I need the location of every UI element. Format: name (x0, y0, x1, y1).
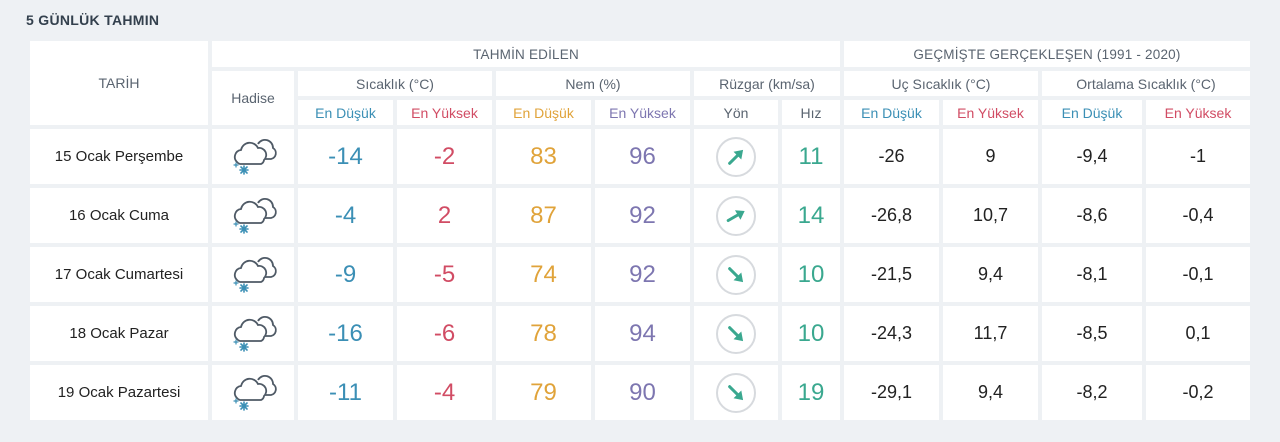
northeast-arrow-icon (728, 149, 744, 165)
row-date: 16 Ocak Cuma (30, 188, 208, 243)
snow-cloud-icon (233, 256, 277, 293)
wind-direction-cell (694, 188, 778, 243)
extreme-high-value: 10,7 (943, 188, 1038, 243)
subheader-wind-speed: Hız (782, 100, 840, 125)
extreme-high-value: 9,4 (943, 365, 1038, 420)
wind-direction-cell (694, 129, 778, 184)
header-avg-temp: Ortalama Sıcaklık (°C) (1042, 71, 1250, 96)
temp-low-value: -9 (298, 247, 393, 302)
header-event: Hadise (212, 71, 294, 125)
avg-high-value: 0,1 (1146, 306, 1250, 361)
extreme-high-value: 9 (943, 129, 1038, 184)
wind-direction-ring (716, 136, 756, 177)
subheader-avg-high: En Yüksek (1146, 100, 1250, 125)
page-title: 5 GÜNLÜK TAHMIN (26, 12, 160, 28)
extreme-low-value: -24,3 (844, 306, 939, 361)
avg-low-value: -8,2 (1042, 365, 1142, 420)
humidity-high-value: 94 (595, 306, 690, 361)
temp-high-value: -4 (397, 365, 492, 420)
wind-speed-value: 10 (782, 306, 840, 361)
humidity-high-value: 92 (595, 247, 690, 302)
temp-low-value: -11 (298, 365, 393, 420)
avg-high-value: -1 (1146, 129, 1250, 184)
wind-direction-ring (716, 372, 756, 413)
avg-low-value: -8,1 (1042, 247, 1142, 302)
temp-high-value: 2 (397, 188, 492, 243)
snow-cloud-icon (233, 138, 277, 175)
humidity-high-value: 90 (595, 365, 690, 420)
wind-direction-ring (716, 313, 756, 354)
temp-low-value: -4 (298, 188, 393, 243)
temp-low-value: -16 (298, 306, 393, 361)
subheader-temp-low: En Düşük (298, 100, 393, 125)
avg-low-value: -8,6 (1042, 188, 1142, 243)
humidity-low-value: 79 (496, 365, 591, 420)
extreme-high-value: 11,7 (943, 306, 1038, 361)
temp-high-value: -5 (397, 247, 492, 302)
forecast-table: TARİH TAHMİN EDİLEN GEÇMİŞTE GERÇEKLEŞEN… (28, 39, 1252, 426)
weather-cell (212, 306, 294, 361)
snow-cloud-icon (233, 197, 277, 234)
avg-low-value: -8,5 (1042, 306, 1142, 361)
row-date: 19 Ocak Pazartesi (30, 365, 208, 420)
humidity-low-value: 87 (496, 188, 591, 243)
header-humidity: Nem (%) (496, 71, 690, 96)
southeast-arrow-icon (728, 266, 744, 282)
wind-direction-cell (694, 306, 778, 361)
header-wind: Rüzgar (km/sa) (694, 71, 840, 96)
humidity-high-value: 92 (595, 188, 690, 243)
temp-low-value: -14 (298, 129, 393, 184)
row-date: 17 Ocak Cumartesi (30, 247, 208, 302)
wind-direction-ring (716, 254, 756, 295)
wind-speed-value: 10 (782, 247, 840, 302)
avg-high-value: -0,2 (1146, 365, 1250, 420)
subheader-ext-high: En Yüksek (943, 100, 1038, 125)
humidity-low-value: 74 (496, 247, 591, 302)
subheader-ext-low: En Düşük (844, 100, 939, 125)
wind-direction-ring (716, 195, 756, 236)
subheader-hum-high: En Yüksek (595, 100, 690, 125)
header-extreme-temp: Uç Sıcaklık (°C) (844, 71, 1038, 96)
subheader-wind-direction: Yön (694, 100, 778, 125)
subheader-avg-low: En Düşük (1042, 100, 1142, 125)
extreme-low-value: -21,5 (844, 247, 939, 302)
weather-cell (212, 129, 294, 184)
southeast-arrow-icon (728, 325, 744, 341)
east-northeast-arrow-icon (726, 209, 745, 222)
weather-cell (212, 188, 294, 243)
wind-speed-value: 11 (782, 129, 840, 184)
avg-low-value: -9,4 (1042, 129, 1142, 184)
avg-high-value: -0,1 (1146, 247, 1250, 302)
humidity-high-value: 96 (595, 129, 690, 184)
subheader-hum-low: En Düşük (496, 100, 591, 125)
row-date: 15 Ocak Perşembe (30, 129, 208, 184)
extreme-low-value: -26,8 (844, 188, 939, 243)
avg-high-value: -0,4 (1146, 188, 1250, 243)
snow-cloud-icon (233, 374, 277, 411)
wind-speed-value: 19 (782, 365, 840, 420)
southeast-arrow-icon (728, 384, 744, 400)
temp-high-value: -2 (397, 129, 492, 184)
temp-high-value: -6 (397, 306, 492, 361)
header-history-group: GEÇMİŞTE GERÇEKLEŞEN (1991 - 2020) (844, 41, 1250, 67)
header-date: TARİH (30, 41, 208, 125)
wind-speed-value: 14 (782, 188, 840, 243)
wind-direction-cell (694, 365, 778, 420)
subheader-temp-high: En Yüksek (397, 100, 492, 125)
extreme-low-value: -29,1 (844, 365, 939, 420)
humidity-low-value: 78 (496, 306, 591, 361)
weather-cell (212, 365, 294, 420)
weather-cell (212, 247, 294, 302)
extreme-low-value: -26 (844, 129, 939, 184)
header-temp: Sıcaklık (°C) (298, 71, 492, 96)
extreme-high-value: 9,4 (943, 247, 1038, 302)
humidity-low-value: 83 (496, 129, 591, 184)
header-forecast-group: TAHMİN EDİLEN (212, 41, 840, 67)
snow-cloud-icon (233, 315, 277, 352)
row-date: 18 Ocak Pazar (30, 306, 208, 361)
wind-direction-cell (694, 247, 778, 302)
